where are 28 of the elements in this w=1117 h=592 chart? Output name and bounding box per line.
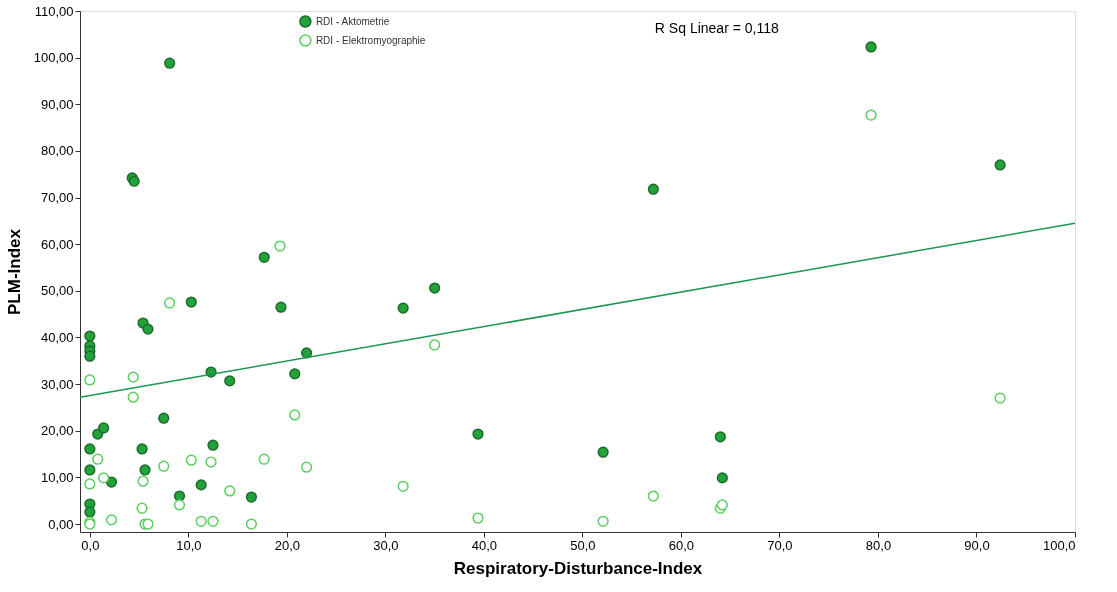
x-tick-label: 70,0	[767, 537, 793, 553]
x-axis-title: Respiratory-Disturbance-Index	[453, 558, 703, 578]
x-tick-label: 20,0	[274, 537, 301, 553]
legend-label: RDI - Aktometrie	[315, 15, 390, 27]
x-tick-label: 100,0	[1042, 537, 1076, 553]
y-tick-label: 110,00	[34, 3, 74, 19]
y-tick-label: 60,00	[40, 236, 74, 252]
legend-label: RDI - Elektromyographie	[315, 34, 426, 46]
x-tick-label: 30,0	[373, 537, 399, 553]
y-tick-label: 10,00	[40, 469, 74, 485]
x-tick-label: 90,0	[964, 537, 990, 553]
x-tick-label: 60,0	[668, 537, 695, 553]
y-axis-title: PLM-Index	[4, 228, 24, 315]
y-tick-label: 100,00	[33, 50, 74, 66]
y-tick-label: 90,00	[40, 96, 74, 112]
y-tick-label: 0,00	[48, 516, 74, 532]
y-tick-label: 80,00	[40, 143, 74, 159]
y-tick-label: 40,00	[40, 330, 74, 345]
y-tick-label: 20,00	[40, 423, 74, 439]
y-tick-label: 50,00	[40, 283, 74, 299]
x-tick-label: 80,0	[865, 537, 892, 553]
x-tick-label: 50,0	[570, 537, 596, 553]
y-tick-label: 30,00	[40, 376, 74, 392]
annotation: R Sq Linear = 0,118	[654, 20, 779, 36]
x-tick-label: 40,0	[471, 537, 498, 553]
x-tick-label: 10,0	[176, 537, 202, 553]
x-tick-label: 0,0	[81, 537, 100, 553]
y-tick-label: 70,00	[40, 190, 74, 206]
